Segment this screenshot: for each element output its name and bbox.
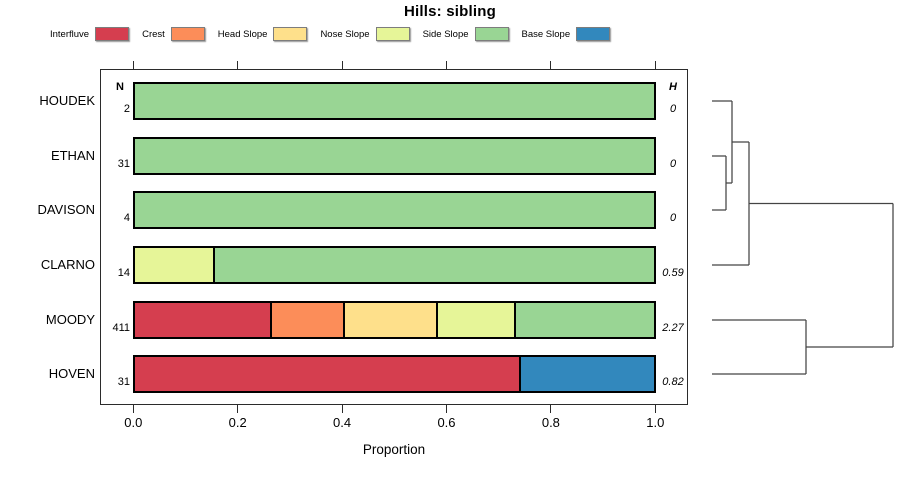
legend-color-swatch	[170, 27, 205, 41]
n-value: 2	[123, 103, 130, 115]
axis-tick-bottom	[446, 405, 447, 413]
legend-item: Crest	[142, 27, 205, 41]
legend-item-label: Nose Slope	[320, 28, 370, 40]
plot-area	[100, 69, 688, 405]
row-label: HOVEN	[48, 366, 95, 381]
axis-tick-top	[550, 61, 552, 69]
row-label: MOODY	[45, 312, 95, 327]
n-column-header: N	[116, 81, 124, 93]
axis-tick-label: 0.6	[437, 415, 456, 430]
axis-tick-bottom	[550, 405, 552, 413]
bar-segment	[513, 303, 654, 337]
row-label: DAVISON	[37, 202, 95, 217]
legend: Interfluve Crest Head Slope Nose Slope Side …	[50, 25, 623, 43]
bar-segment	[135, 303, 270, 337]
x-axis-label: Proportion	[362, 442, 426, 457]
bar-row	[133, 191, 656, 229]
axis-tick-bottom	[341, 405, 343, 413]
legend-item: Side Slope	[423, 27, 509, 41]
bar-segment	[269, 303, 343, 337]
legend-item: Head Slope	[218, 27, 308, 41]
row-label: HOUDEK	[39, 93, 95, 108]
h-value: 0	[669, 212, 677, 224]
bar-segment	[135, 357, 520, 391]
axis-tick-label: 0.4	[333, 415, 352, 430]
h-value: 0	[669, 103, 677, 115]
n-value: 4	[123, 212, 130, 224]
bar-segment	[135, 193, 654, 227]
legend-item-label: Interfluve	[50, 28, 90, 40]
bar-row	[133, 246, 656, 284]
h-value: 2.27	[662, 322, 684, 334]
h-column-header: H	[669, 81, 677, 93]
axis-tick-label: 0.8	[541, 415, 560, 430]
legend-color-swatch	[474, 27, 509, 41]
axis-tick-top	[654, 61, 656, 69]
legend-color-swatch	[95, 27, 130, 41]
legend-color-swatch	[273, 27, 308, 41]
bar-row	[133, 355, 656, 393]
legend-item-label: Base Slope	[521, 28, 571, 40]
legend-color-swatch	[375, 27, 410, 41]
bar-segment	[212, 248, 654, 282]
chart-title: Hills: sibling	[404, 3, 496, 20]
n-value: 31	[117, 158, 130, 170]
n-value: 14	[117, 267, 130, 279]
axis-tick-bottom	[237, 405, 239, 413]
axis-tick-top	[446, 61, 447, 69]
bar-segment	[342, 303, 436, 337]
bar-row	[133, 82, 656, 120]
bar-segment	[135, 248, 213, 282]
bar-row	[133, 301, 656, 339]
legend-item: Nose Slope	[320, 27, 410, 41]
axis-tick-bottom	[132, 405, 134, 413]
row-label: CLARNO	[40, 257, 95, 272]
axis-tick-top	[132, 61, 134, 69]
bar-row	[133, 137, 656, 175]
n-value: 411	[112, 322, 130, 334]
axis-tick-top	[341, 61, 343, 69]
axis-tick-label: 0.0	[124, 415, 143, 430]
legend-color-swatch	[576, 27, 611, 41]
h-value: 0	[669, 158, 677, 170]
bar-segment	[135, 139, 654, 173]
legend-item-label: Head Slope	[217, 28, 268, 40]
legend-item: Interfluve	[50, 27, 130, 41]
axis-tick-label: 0.2	[228, 415, 247, 430]
axis-tick-top	[237, 61, 239, 69]
h-value: 0.82	[662, 376, 684, 388]
legend-item-label: Side Slope	[422, 28, 469, 40]
legend-item-label: Crest	[142, 28, 165, 40]
bar-segment	[436, 303, 514, 337]
axis-tick-label: 1.0	[646, 415, 665, 430]
bar-segment	[135, 84, 654, 118]
n-value: 31	[117, 376, 130, 388]
row-label: ETHAN	[50, 148, 95, 163]
bar-segment	[519, 357, 654, 391]
legend-item: Base Slope	[522, 27, 611, 41]
axis-tick-bottom	[654, 405, 656, 413]
h-value: 0.59	[662, 267, 684, 279]
